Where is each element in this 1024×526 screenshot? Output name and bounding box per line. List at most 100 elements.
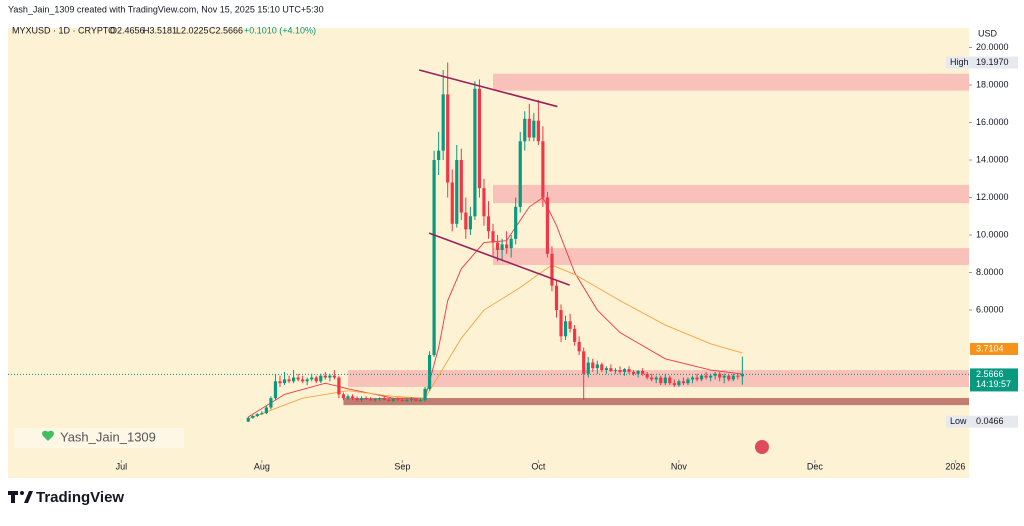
low-tag-name-box (946, 415, 970, 428)
candle-body (704, 375, 708, 378)
candle-body (641, 370, 645, 374)
candle-body (391, 399, 395, 401)
candle-body (582, 351, 586, 374)
candle-body (636, 370, 640, 374)
candle-body (482, 188, 486, 217)
candle-body (282, 379, 287, 384)
zone (493, 248, 969, 266)
candle-body (731, 375, 735, 380)
candle-body (468, 216, 472, 230)
candle-body (722, 375, 726, 378)
candle-body (618, 370, 622, 372)
candle-body (681, 381, 686, 384)
candle-body (595, 364, 599, 369)
candle-body (541, 141, 545, 198)
candle-body (409, 399, 414, 401)
candle-body (532, 120, 536, 138)
candle-body (427, 355, 432, 389)
candle-body (631, 371, 636, 374)
candle-body (709, 375, 713, 378)
candle-body (437, 150, 441, 161)
candle-body (473, 88, 477, 217)
candle-body (387, 400, 391, 402)
moving-average (248, 264, 743, 420)
y-tick-label: 10.0000 (976, 229, 1009, 239)
candle-body (446, 94, 450, 183)
x-tick-label: 2026 (945, 461, 965, 471)
x-tick-label: Dec (807, 461, 824, 471)
candle-body (527, 118, 531, 138)
candle-body (699, 375, 704, 380)
last-tag-box (970, 368, 1018, 392)
symbol: MYXUSD · 1D · CRYPTO (12, 25, 115, 35)
candle-body (568, 321, 572, 329)
candle-body (559, 310, 563, 337)
candle-body (491, 231, 495, 243)
candle-body (586, 362, 590, 374)
candle-body (264, 407, 268, 414)
candle-body (609, 368, 613, 371)
logo (8, 491, 33, 503)
event-icon (755, 440, 769, 454)
candle-body (278, 381, 282, 384)
candle-body (396, 399, 400, 401)
candle-body (713, 373, 717, 376)
trendline (418, 69, 558, 108)
countdown: 14:19:57 (976, 379, 1011, 389)
y-tick-label: 8.0000 (976, 267, 1004, 277)
heart-icon (42, 430, 54, 441)
ohlc-high: H3.5181 (143, 25, 177, 35)
high-tag: 19.1970 (976, 57, 1009, 67)
candle-body (355, 398, 359, 401)
candle-body (441, 94, 445, 151)
candle-body (495, 242, 500, 251)
last-tag: 2.5666 (976, 369, 1004, 379)
candle-body (432, 160, 436, 356)
candle-body (350, 396, 355, 399)
candle-body (591, 362, 595, 369)
ohlc-change: +0.1010 (+4.10%) (244, 25, 316, 35)
candle-body (736, 375, 740, 377)
ohlc-close: C2.5666 (209, 25, 243, 35)
footer-brand: TradingView (36, 489, 124, 506)
candle-body (314, 377, 318, 382)
candle-body (523, 118, 527, 142)
candle-body (251, 415, 255, 418)
y-tick-label: 6.0000 (976, 304, 1004, 314)
candle-body (672, 383, 676, 386)
candle-body (260, 413, 264, 415)
candle-body (627, 369, 631, 372)
zone (493, 184, 969, 204)
candle-body (364, 398, 368, 400)
candle-body (550, 253, 554, 286)
candle-body (328, 375, 332, 378)
ma-tag-box (970, 342, 1018, 355)
candle-body (323, 375, 327, 378)
candle-body (296, 377, 300, 380)
candle-body (500, 244, 504, 251)
candle-body (291, 377, 296, 382)
high-tag-box (970, 56, 1018, 69)
candle-body (418, 400, 423, 402)
candle-body (400, 400, 404, 402)
candle-body (727, 375, 731, 380)
x-tick-label: Oct (531, 461, 546, 471)
y-tick-label: 18.0000 (976, 79, 1009, 89)
candle-body (373, 399, 377, 401)
x-tick-label: Aug (254, 461, 270, 471)
ohlc-low: L2.0225 (176, 25, 209, 35)
axis-unit: USD (978, 28, 998, 38)
ohlc-open: O2.4656 (110, 25, 145, 35)
candle-body (346, 396, 350, 399)
candle-body (659, 377, 663, 384)
candle-body (509, 238, 513, 249)
candle-body (246, 417, 250, 422)
candle-body (600, 364, 604, 371)
y-tick-label: 20.0000 (976, 42, 1009, 52)
candle-body (305, 379, 309, 382)
moving-average (248, 196, 743, 418)
candle-body (486, 216, 491, 232)
candle-body (545, 197, 550, 254)
watermark: Yash_Jain_1309 (60, 429, 156, 444)
